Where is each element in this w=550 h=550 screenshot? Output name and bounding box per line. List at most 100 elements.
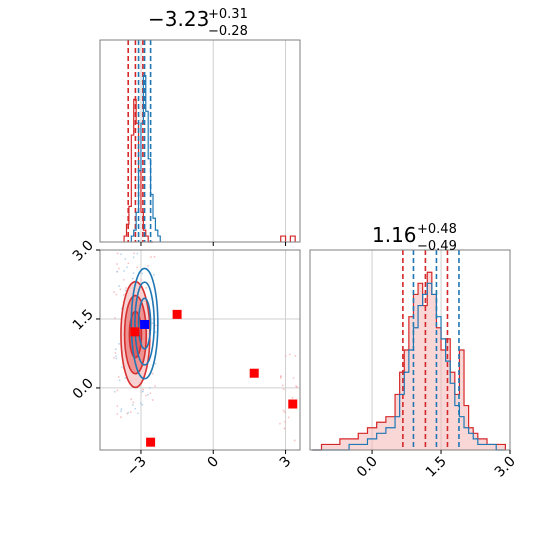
- blue-contour: [130, 267, 159, 380]
- sample-dot: [295, 386, 298, 388]
- panel-bottom-right: 0.0 1.5 3.0 1.16 +0.48 −0.49: [309, 222, 519, 481]
- sample-dot: [113, 291, 116, 294]
- sample-dot: [118, 267, 120, 270]
- blue-contour: [137, 297, 152, 350]
- sample-dot: [116, 405, 119, 407]
- x-tick-label: −3: [124, 454, 150, 480]
- sample-dot: [151, 372, 154, 375]
- sample-dot: [120, 366, 123, 368]
- sample-dot: [141, 390, 144, 393]
- sample-dot: [132, 272, 135, 274]
- red-marker: [130, 327, 140, 337]
- sample-dot: [125, 287, 127, 289]
- panel-frame: [99, 249, 301, 451]
- sample-dot: [147, 393, 149, 396]
- sample-dot: [151, 322, 154, 325]
- sample-dot: [288, 353, 291, 356]
- sample-dot: [124, 289, 127, 292]
- sample-dot: [283, 411, 286, 414]
- sample-dot: [153, 255, 156, 258]
- panel-title-sup: +0.31: [208, 7, 248, 22]
- panel-title-sub: −0.28: [208, 24, 248, 39]
- outlier-bin: [280, 235, 287, 242]
- sample-dot: [118, 285, 121, 287]
- x-tick-label: 0.0: [354, 454, 381, 481]
- sample-dot: [291, 396, 294, 399]
- sample-dot: [150, 256, 152, 258]
- panel-title-sup: +0.48: [417, 222, 457, 237]
- outlier-bin: [289, 235, 296, 242]
- sample-dot: [279, 375, 282, 378]
- sample-dot: [120, 253, 123, 256]
- sample-dot: [154, 385, 157, 387]
- sample-dot: [282, 388, 285, 391]
- sample-dot: [129, 411, 132, 413]
- sample-dot: [122, 278, 125, 281]
- sample-dot: [140, 279, 143, 281]
- sample-dot: [293, 439, 296, 442]
- x-tick-label: 3: [277, 454, 295, 472]
- sample-dot: [284, 355, 287, 358]
- sample-dot: [115, 357, 118, 360]
- sample-dot: [287, 416, 290, 419]
- red-marker: [172, 309, 182, 319]
- y-tick-label: 0.0: [70, 375, 97, 402]
- panel-bottom-left: −3 0 3 0.0 1.5 3.0: [70, 238, 301, 480]
- sample-dot: [141, 272, 144, 275]
- x-tick-label: 3.0: [492, 454, 519, 481]
- y-tick-label: 3.0: [70, 238, 97, 265]
- panel-title-sub: −0.49: [417, 239, 457, 254]
- sample-dot: [116, 389, 119, 392]
- sample-dot: [139, 402, 142, 404]
- sample-dot: [284, 420, 286, 423]
- sample-dot: [130, 398, 133, 401]
- sample-dot: [132, 401, 135, 404]
- sample-dot: [151, 399, 154, 401]
- sample-dot: [113, 356, 115, 359]
- sample-dot: [115, 293, 118, 296]
- panel-frame: [309, 249, 511, 451]
- sample-dot: [127, 411, 129, 414]
- sample-dot: [154, 362, 157, 365]
- panel-title: −3.23: [148, 7, 209, 31]
- sample-dot: [148, 386, 151, 389]
- sample-dot: [145, 394, 147, 397]
- sample-dot: [294, 355, 297, 357]
- sample-dot: [136, 266, 139, 269]
- x-tick-label: 1.5: [423, 454, 450, 481]
- sample-dot: [120, 408, 123, 410]
- sample-dot: [141, 403, 144, 406]
- sample-dot: [116, 412, 119, 415]
- red-marker: [288, 399, 298, 409]
- sample-dot: [281, 384, 284, 387]
- sample-dot: [114, 317, 116, 319]
- sample-dot: [124, 377, 127, 380]
- sample-dot: [132, 256, 135, 259]
- sample-dot: [282, 409, 285, 412]
- sample-dot: [131, 277, 134, 280]
- sample-dot: [153, 274, 155, 276]
- histogram-step-red: [312, 271, 507, 451]
- sample-dot: [122, 293, 125, 296]
- sample-dot: [131, 403, 134, 406]
- sample-dot: [117, 376, 120, 378]
- sample-dot: [126, 266, 128, 269]
- sample-dot: [114, 352, 117, 354]
- sample-dot: [133, 252, 135, 255]
- sample-dot: [124, 258, 127, 260]
- blue-contour: [134, 281, 156, 366]
- sample-dot: [118, 379, 121, 382]
- panel-title: 1.16: [372, 223, 417, 247]
- sample-dot: [154, 331, 157, 334]
- sample-dot: [145, 286, 148, 289]
- sample-dot: [149, 392, 152, 395]
- sample-dot: [142, 388, 144, 391]
- sample-dot: [119, 288, 122, 291]
- sample-dot: [118, 342, 120, 345]
- sample-dot: [115, 355, 117, 358]
- panel-frame: [99, 39, 301, 243]
- sample-dot: [136, 412, 139, 415]
- sample-dot: [114, 348, 117, 351]
- sample-dot: [116, 252, 119, 255]
- blue-marker: [140, 319, 150, 329]
